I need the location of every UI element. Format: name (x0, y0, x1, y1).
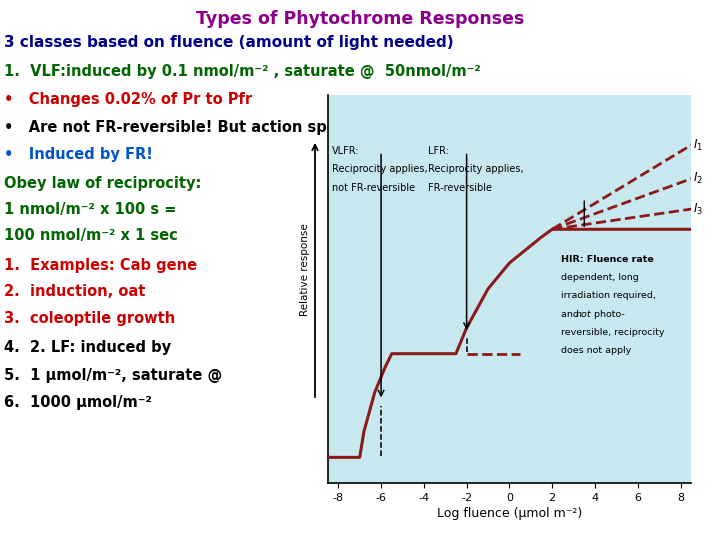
Text: VLFR:: VLFR: (332, 146, 359, 157)
Text: FR-reversible: FR-reversible (428, 183, 492, 193)
Text: dependent, long: dependent, long (561, 273, 639, 282)
Text: Obey law of reciprocity:: Obey law of reciprocity: (4, 176, 202, 191)
Text: 3.  coleoptile growth: 3. coleoptile growth (4, 311, 175, 326)
Text: 1.  VLF:induced by 0.1 nmol/m⁻² , saturate @  50nmol/m⁻²: 1. VLF:induced by 0.1 nmol/m⁻² , saturat… (4, 64, 481, 79)
Text: 6.  1000 μmol/m⁻²: 6. 1000 μmol/m⁻² (4, 395, 152, 410)
Text: LFR:: LFR: (428, 146, 449, 157)
Text: photo-: photo- (590, 309, 624, 319)
Text: 5.  1 μmol/m⁻², saturate @: 5. 1 μmol/m⁻², saturate @ (4, 368, 222, 383)
Text: 2.  induction, oat: 2. induction, oat (4, 284, 145, 299)
Text: reversible, reciprocity: reversible, reciprocity (561, 328, 665, 337)
Text: $I_2$: $I_2$ (693, 171, 703, 186)
Text: 1 nmol/m⁻² x 100 s =: 1 nmol/m⁻² x 100 s = (4, 202, 176, 217)
Text: Types of Phytochrome Responses: Types of Phytochrome Responses (196, 10, 524, 28)
Text: Reciprocity applies,: Reciprocity applies, (428, 165, 523, 174)
Text: $I_3$: $I_3$ (693, 201, 703, 217)
Text: not FR-reversible: not FR-reversible (332, 183, 415, 193)
Text: •   Are not FR-reversible! But action spectrum same as Pr: • Are not FR-reversible! But action spec… (4, 120, 481, 135)
Text: 100 nmol/m⁻² x 1 sec: 100 nmol/m⁻² x 1 sec (4, 228, 178, 243)
Text: 1.  Examples: Cab gene: 1. Examples: Cab gene (4, 258, 197, 273)
Text: •   Induced by FR!: • Induced by FR! (4, 147, 153, 162)
Text: $I_1$: $I_1$ (693, 138, 703, 153)
Text: irradiation requi​red,: irradiation requi​red, (561, 292, 656, 300)
Text: 4.  2. LF: induced by: 4. 2. LF: induced by (4, 340, 171, 355)
Text: and: and (561, 309, 582, 319)
Text: HIR: Fluence rate: HIR: Fluence rate (561, 255, 654, 264)
X-axis label: Log fluence (μmol m⁻²): Log fluence (μmol m⁻²) (437, 507, 582, 520)
Text: does not apply: does not apply (561, 346, 631, 355)
Text: •   Changes 0.02% of Pr to Pfr: • Changes 0.02% of Pr to Pfr (4, 92, 252, 107)
Text: 3 classes based on fluence (amount of light needed): 3 classes based on fluence (amount of li… (4, 35, 454, 50)
Text: Reciprocity applies,: Reciprocity applies, (332, 165, 428, 174)
Text: not: not (576, 309, 591, 319)
Text: Relative response: Relative response (300, 224, 310, 316)
